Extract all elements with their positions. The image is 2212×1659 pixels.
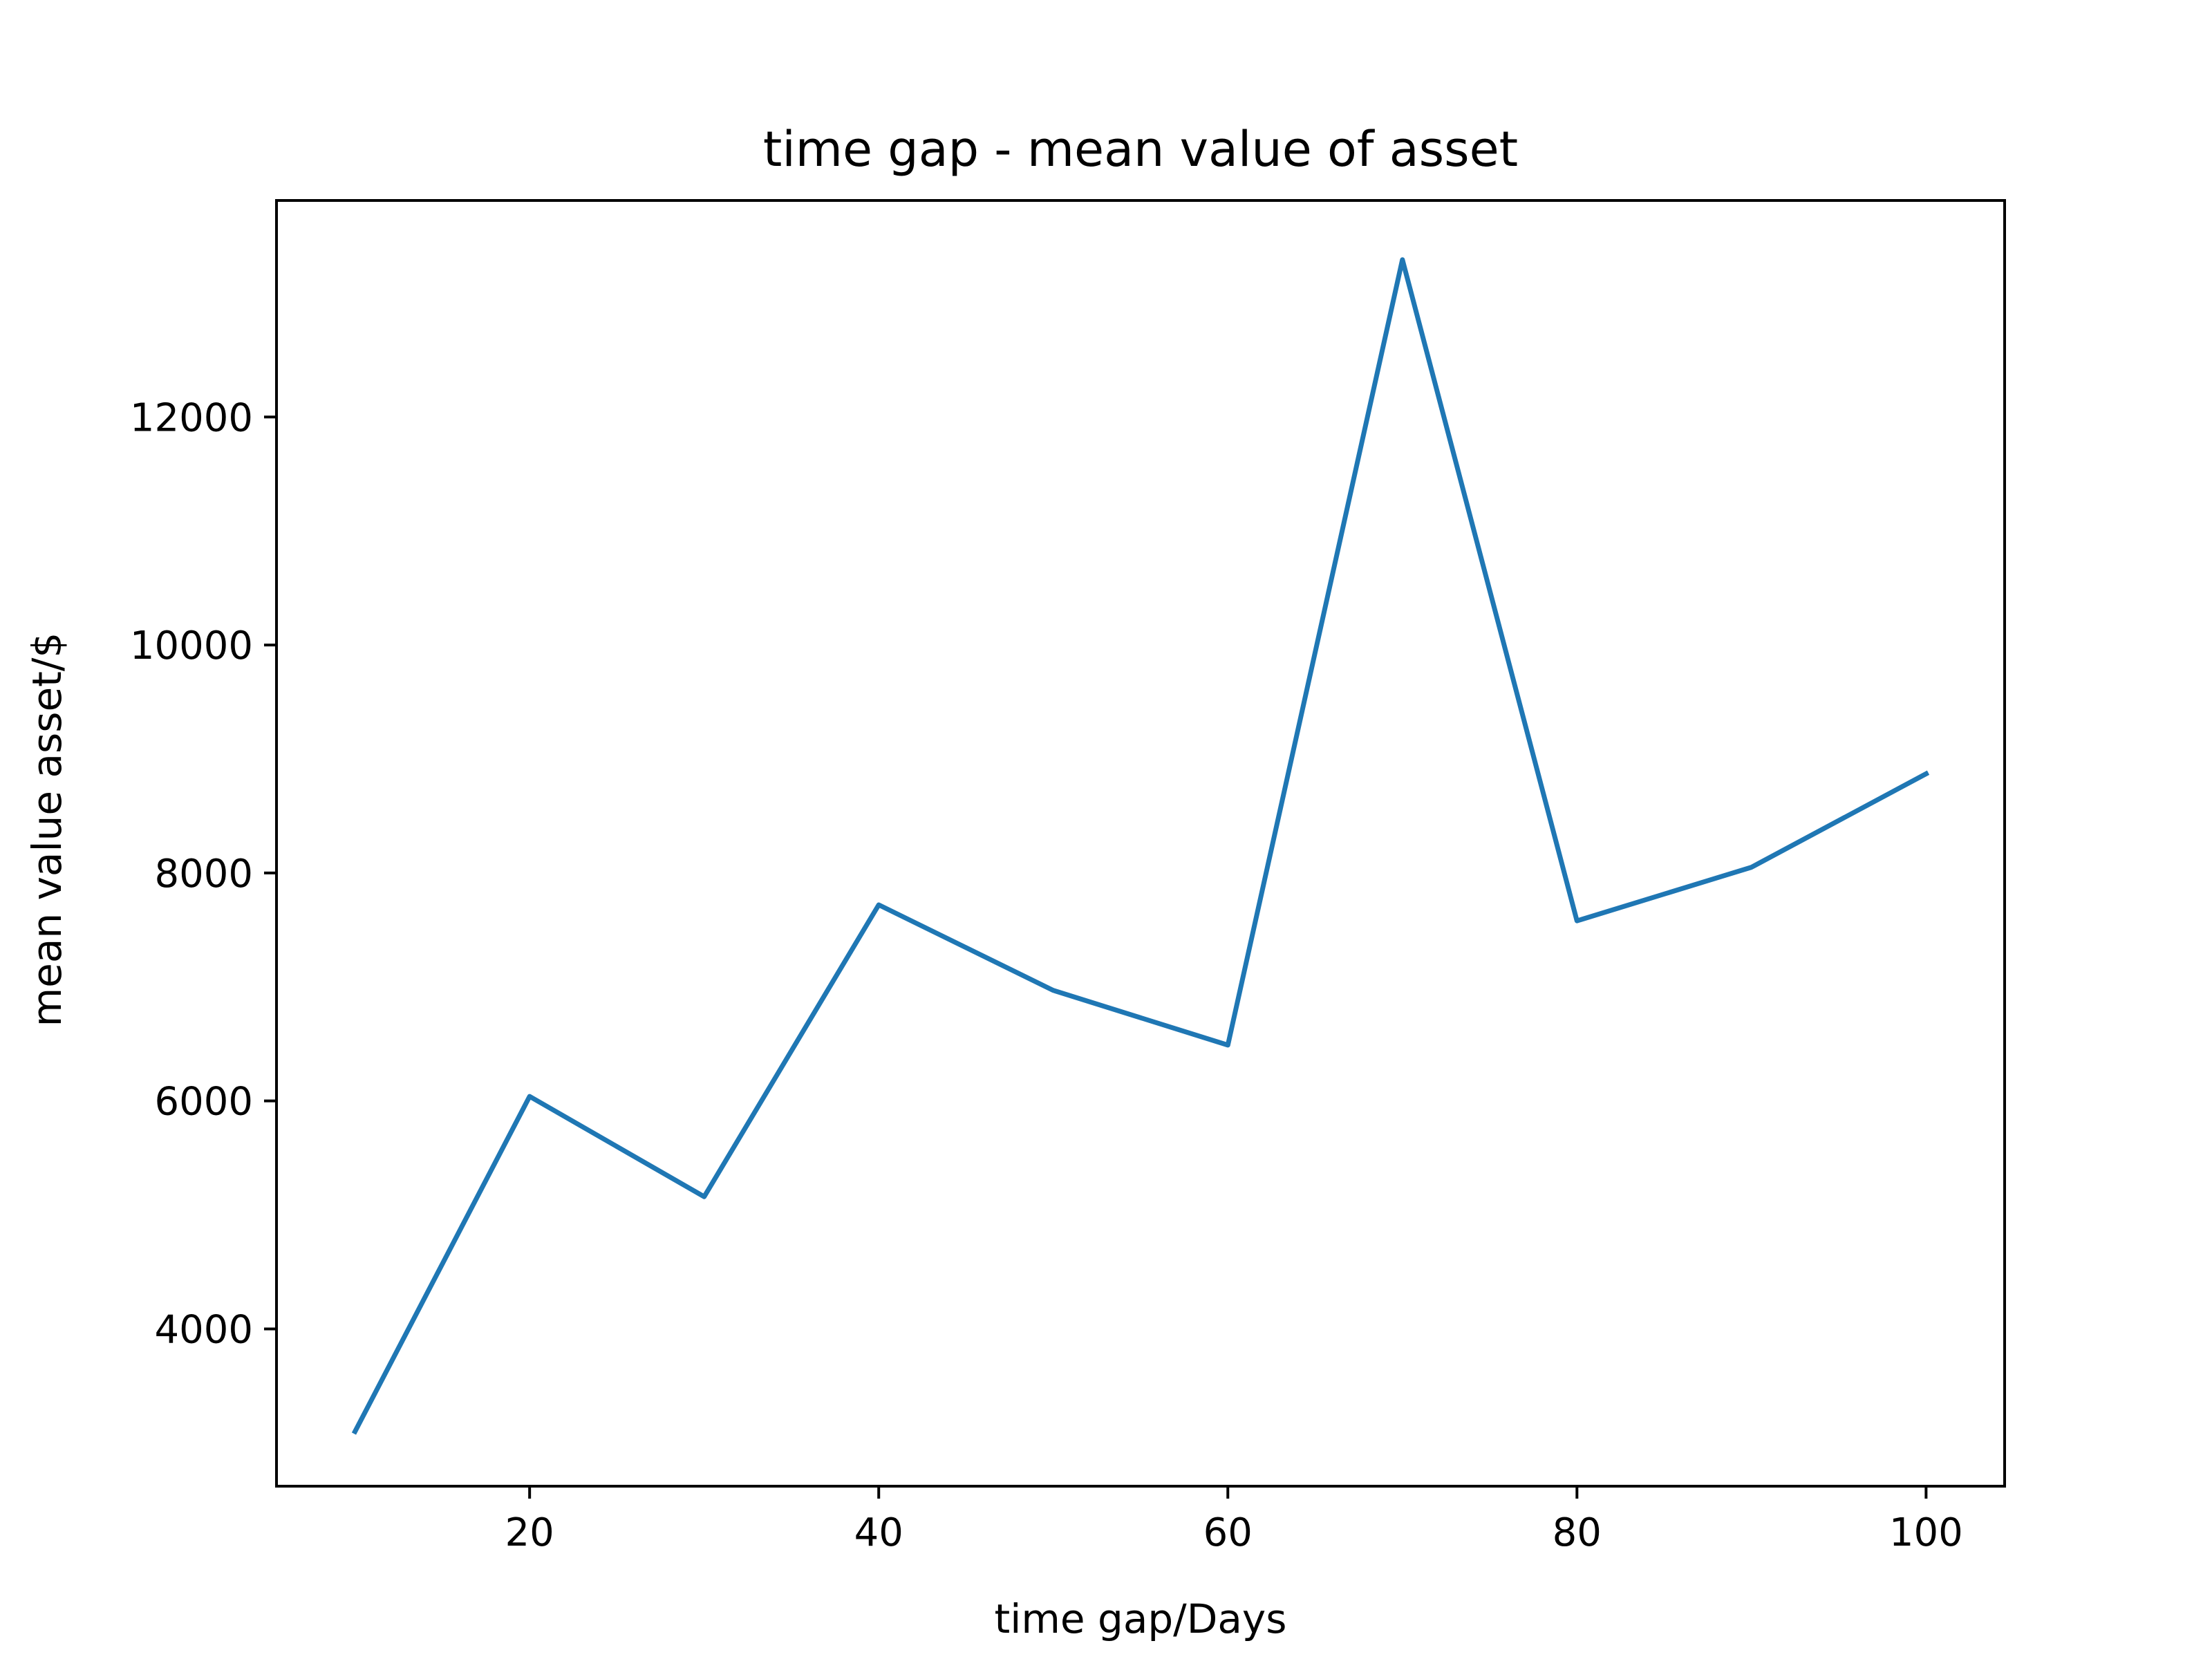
y-tick-label: 12000 xyxy=(130,395,253,440)
y-tick-label: 10000 xyxy=(130,624,253,668)
y-tick-label: 6000 xyxy=(154,1080,253,1125)
y-axis-label: mean value asset/$ xyxy=(24,632,71,1027)
x-tick-label: 80 xyxy=(1553,1510,1602,1555)
x-tick-label: 40 xyxy=(854,1510,903,1555)
data-line-series xyxy=(351,257,1930,1435)
chart-title: time gap - mean value of asset xyxy=(763,121,1518,178)
y-tick-label: 4000 xyxy=(154,1307,253,1352)
x-tick-label: 60 xyxy=(1203,1510,1253,1555)
y-tick-label: 8000 xyxy=(154,852,253,897)
x-tick-label: 100 xyxy=(1889,1510,1963,1555)
x-axis-label: time gap/Days xyxy=(995,1595,1287,1642)
plot-area: 20 40 60 80 100 4000 6000 8000 10000 12000 xyxy=(130,199,2006,1555)
x-tick-label: 20 xyxy=(505,1510,554,1555)
plot-frame xyxy=(275,199,2006,1488)
